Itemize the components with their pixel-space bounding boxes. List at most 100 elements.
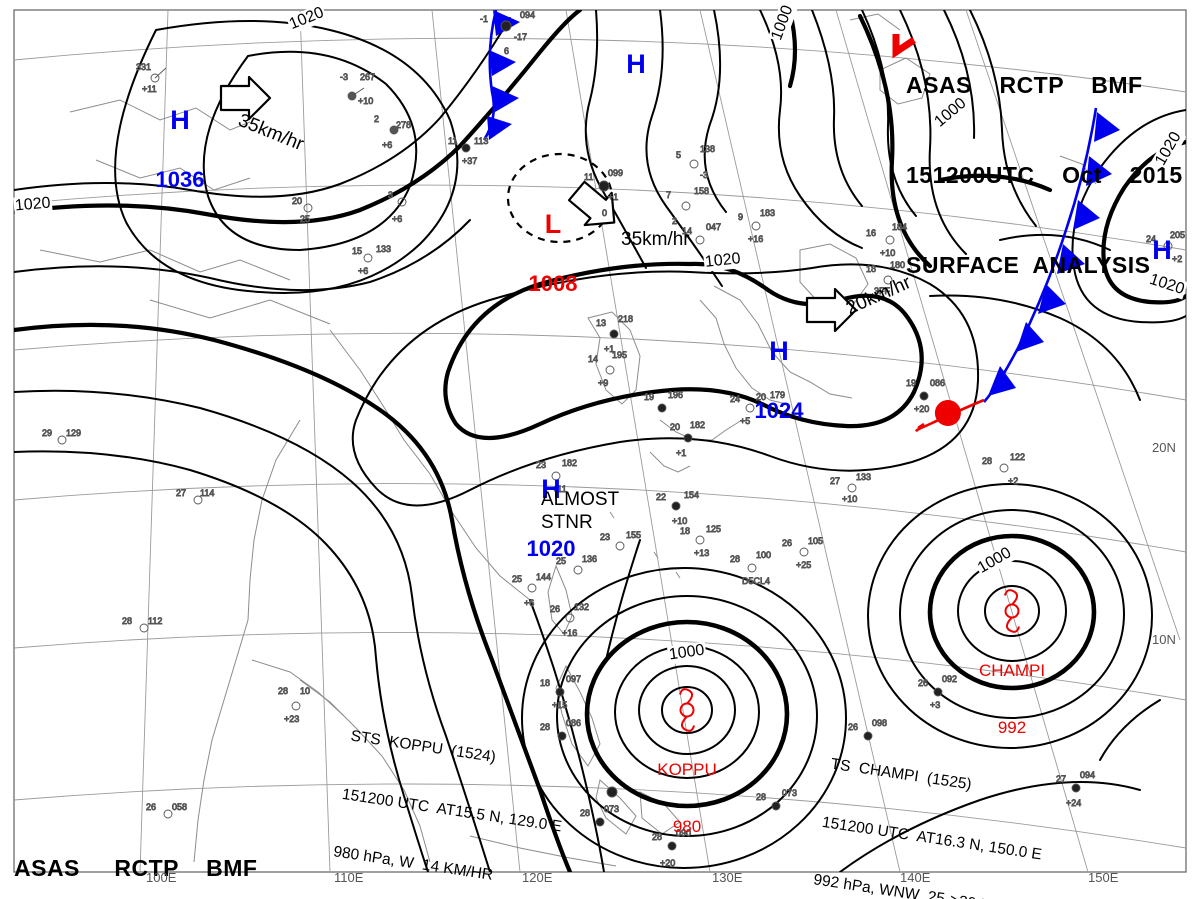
typhoon-name: CHAMPI — [978, 661, 1046, 680]
motion-speed-l1008: 35km/hr — [621, 229, 690, 250]
svg-text:094: 094 — [520, 10, 535, 20]
h-value: 1024 — [754, 398, 804, 423]
svg-text:182: 182 — [690, 420, 705, 430]
warm-front-east — [915, 398, 985, 432]
svg-text:047: 047 — [706, 222, 721, 232]
lon-label-140e: 140E — [900, 870, 931, 885]
svg-text:26: 26 — [782, 538, 792, 548]
svg-text:+2: +2 — [1008, 476, 1018, 486]
cold-front-north — [482, 10, 520, 141]
title-tr-line3: SURFACE ANALYSIS — [906, 252, 1151, 278]
svg-text:122: 122 — [1010, 452, 1025, 462]
typhoon-pressure: 992 — [997, 718, 1027, 737]
svg-text:182: 182 — [562, 458, 577, 468]
svg-text:+15: +15 — [552, 700, 567, 710]
svg-text:+5: +5 — [740, 416, 750, 426]
l-letter: L — [544, 209, 562, 239]
lat-label-10n: 10N — [1152, 632, 1176, 647]
svg-text:092: 092 — [942, 674, 957, 684]
svg-text:5: 5 — [676, 150, 681, 160]
svg-text:105: 105 — [808, 536, 823, 546]
svg-text:11: 11 — [448, 136, 457, 146]
lon-label-130e: 130E — [712, 870, 743, 885]
svg-text:+24: +24 — [1066, 798, 1081, 808]
svg-text:133: 133 — [856, 472, 871, 482]
svg-text:20: 20 — [292, 196, 302, 206]
svg-text:+25: +25 — [796, 560, 811, 570]
svg-text:25: 25 — [300, 214, 310, 224]
svg-text:+6: +6 — [524, 598, 534, 608]
svg-text:086: 086 — [930, 378, 945, 388]
svg-text:26: 26 — [146, 802, 156, 812]
svg-text:D5CL4: D5CL4 — [742, 576, 770, 586]
cold-front-east — [983, 107, 1120, 403]
cold-front-pip — [489, 50, 516, 76]
svg-text:073: 073 — [782, 788, 797, 798]
h-letter: H — [1152, 235, 1172, 265]
svg-text:+16: +16 — [748, 234, 763, 244]
svg-text:27: 27 — [1056, 774, 1066, 784]
cold-front-pip — [1038, 284, 1066, 314]
svg-text:27: 27 — [830, 476, 840, 486]
h-letter: H — [170, 105, 190, 135]
svg-text:138: 138 — [700, 144, 715, 154]
svg-text:+37: +37 — [462, 156, 477, 166]
svg-text:144: 144 — [536, 572, 551, 582]
typhoon-label-champi: CHAMPI 992 — [962, 623, 1062, 775]
svg-text:+20: +20 — [660, 858, 675, 868]
svg-text:3FF: 3FF — [874, 286, 891, 296]
svg-text:+2: +2 — [1172, 254, 1182, 264]
title-tr-line2: 151200UTC Oct 2015 — [906, 162, 1183, 188]
info-line: STS KOPPU (1524) — [349, 727, 497, 767]
svg-text:25: 25 — [556, 556, 566, 566]
svg-text:28: 28 — [730, 554, 740, 564]
svg-text:129: 129 — [66, 428, 81, 438]
svg-text:114: 114 — [200, 488, 214, 498]
svg-text:100: 100 — [756, 550, 771, 560]
svg-text:28: 28 — [122, 616, 132, 626]
svg-text:+13: +13 — [694, 548, 709, 558]
svg-text:183: 183 — [760, 208, 775, 218]
title-bl-line1: ASAS RCTP BMF — [14, 855, 258, 881]
svg-text:18: 18 — [680, 526, 690, 536]
svg-text:+11: +11 — [552, 484, 567, 494]
typhoon-symbols — [679, 589, 1020, 732]
svg-text:125: 125 — [706, 524, 721, 534]
info-line: 151200 UTC AT15.5 N, 129.0 E — [340, 785, 564, 836]
svg-text:22: 22 — [656, 492, 666, 502]
warm-front-pip — [934, 400, 961, 426]
isobars — [14, 10, 1186, 872]
title-block-bottom-left: ASAS RCTP BMF 151200UTC Oct 2015 SURFACE… — [14, 793, 291, 899]
svg-text:-3: -3 — [700, 170, 708, 180]
svg-text:9: 9 — [738, 212, 743, 222]
typhoon-symbol-champi — [1004, 589, 1020, 633]
svg-text:14: 14 — [682, 226, 692, 236]
svg-text:27: 27 — [176, 488, 186, 498]
svg-text:+6: +6 — [382, 140, 392, 150]
svg-text:6: 6 — [504, 46, 509, 56]
svg-text:136: 136 — [582, 554, 597, 564]
svg-text:+1: +1 — [608, 192, 618, 202]
pressure-center-l-1008: L 1008 — [521, 176, 585, 332]
svg-text:24: 24 — [730, 394, 740, 404]
h-letter: H — [769, 336, 789, 366]
typhoon-pressure: 980 — [672, 817, 702, 836]
svg-text:331: 331 — [136, 62, 151, 72]
svg-text:2: 2 — [672, 216, 677, 226]
typhoon-label-koppu: KOPPU 980 — [637, 722, 737, 874]
map-frame — [13, 9, 1187, 873]
svg-text:218: 218 — [618, 314, 633, 324]
motion-arrow-h1036 — [219, 75, 272, 121]
svg-text:154: 154 — [684, 490, 699, 500]
svg-text:10: 10 — [300, 686, 310, 696]
svg-text:+20: +20 — [914, 404, 929, 414]
svg-text:195: 195 — [612, 350, 627, 360]
svg-text:+10: +10 — [880, 248, 895, 258]
svg-text:7: 7 — [666, 190, 671, 200]
svg-text:26: 26 — [848, 722, 858, 732]
svg-text:112: 112 — [148, 616, 162, 626]
svg-text:23: 23 — [536, 460, 546, 470]
pressure-center-h-right-edge: H — [1146, 202, 1178, 298]
